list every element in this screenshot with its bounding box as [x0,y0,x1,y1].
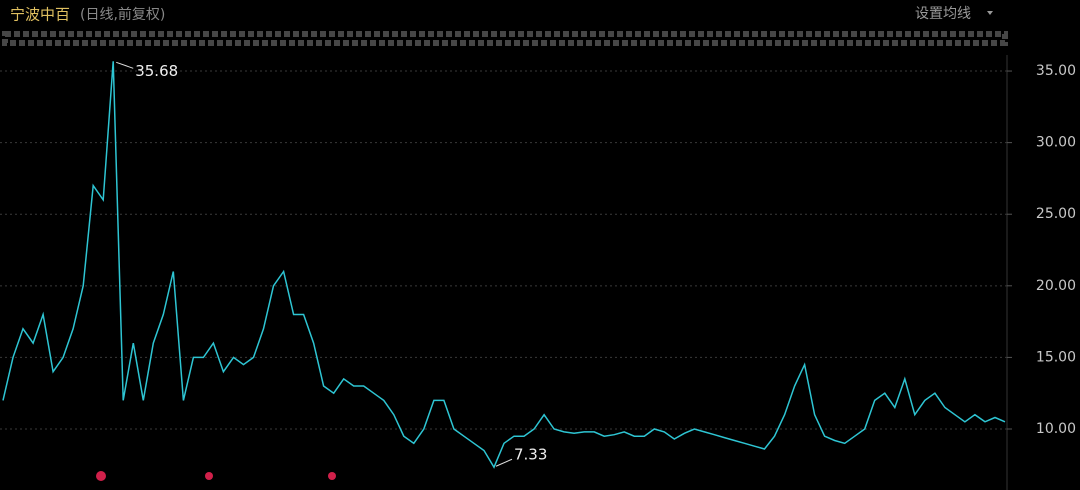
chart-subtitle: (日线,前复权) [80,6,165,23]
low-label: 7.33 [514,446,547,464]
price-line [2,61,1006,469]
event-strip [2,31,1008,46]
y-tick-label: 35.00 [1036,63,1076,79]
y-tick-label: 15.00 [1036,349,1076,365]
event-marker [205,472,213,480]
dropdown-arrow[interactable] [987,11,993,15]
y-tick-label: 10.00 [1036,421,1076,437]
high-label: 35.68 [135,62,178,80]
annotation-arrow [116,61,134,69]
ma-settings-button[interactable]: 设置均线 [915,6,971,22]
annotation-arrow [495,458,513,467]
y-tick-label: 20.00 [1036,278,1076,294]
event-marker [328,472,336,480]
chart-title: 宁波中百 [10,6,70,24]
y-tick-label: 30.00 [1036,135,1076,151]
event-marker [96,471,106,481]
y-tick-label: 25.00 [1036,206,1076,222]
